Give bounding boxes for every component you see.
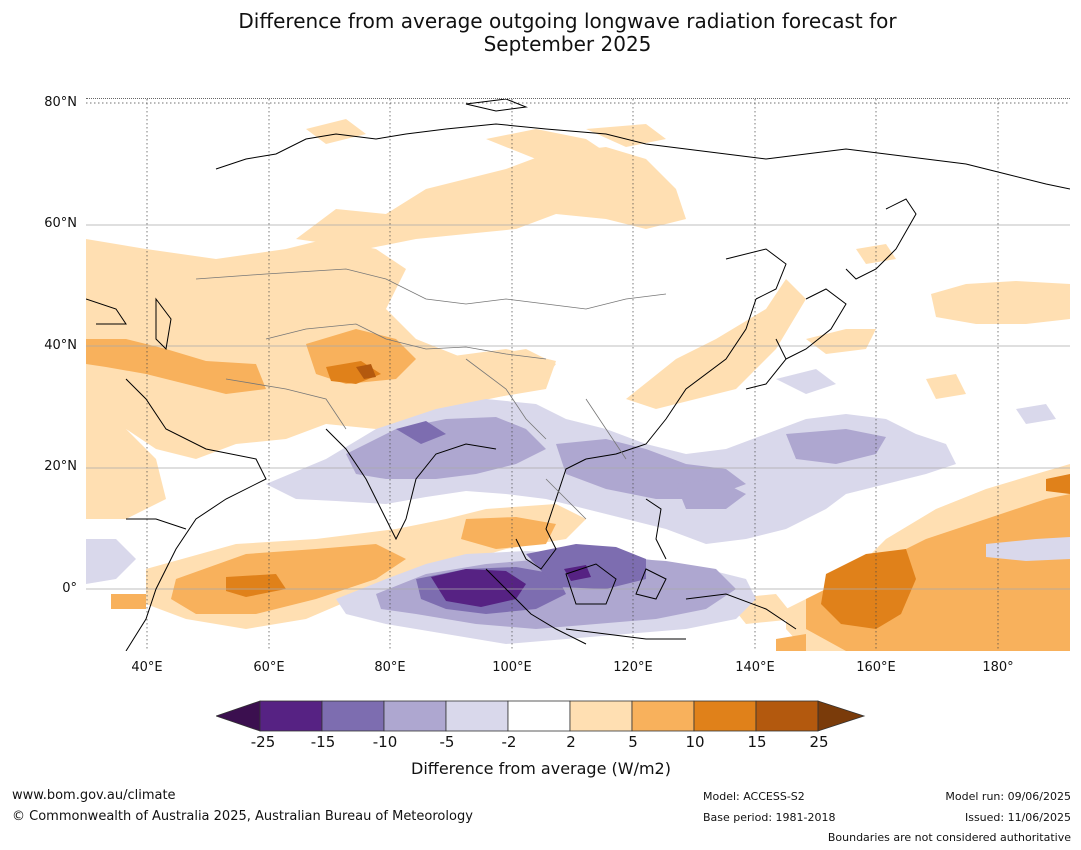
colorbar-swatch-5-10 [631, 700, 695, 732]
colorbar-tick-25: 25 [809, 733, 829, 751]
map-title-line-1: Difference from average outgoing longwav… [238, 9, 897, 33]
latitude-gridlines [86, 224, 1070, 590]
colorbar-swatch-minus25-minus15 [259, 700, 323, 732]
footer-model: Model: ACCESS-S2 [703, 790, 805, 803]
lat-label-0: 0° [62, 581, 77, 596]
lon-label-120e: 120°E [613, 660, 653, 675]
lon-label-60e: 60°E [253, 660, 285, 675]
colorbar-swatch-gt-25 [817, 700, 866, 732]
country-borders [195, 268, 667, 520]
colorbar-tick-minus10: -10 [372, 733, 398, 751]
colorbar-tick-2: 2 [566, 733, 576, 751]
map-canvas [86, 99, 1070, 651]
footer-website[interactable]: www.bom.gov.au/climate [12, 788, 176, 803]
colorbar-tick-minus2: -2 [501, 733, 517, 751]
colorbar-swatch-minus15-minus10 [321, 700, 385, 732]
anomaly-fill-minus25-to-minus15 [431, 565, 591, 607]
colorbar-tick-10: 10 [685, 733, 705, 751]
lat-label-40n: 40°N [44, 338, 77, 353]
olr-anomaly-map [86, 98, 1070, 651]
colorbar-tick-minus25: -25 [250, 733, 276, 751]
lat-label-20n: 20°N [44, 459, 77, 474]
colorbar-swatch-2-5 [569, 700, 633, 732]
colorbar-swatch-minus2-2 [507, 700, 571, 732]
gridlines [86, 99, 1070, 651]
footer-disclaimer: Boundaries are not considered authoritat… [827, 831, 1071, 844]
anomaly-fill-15-to-25 [356, 364, 376, 379]
colorbar-swatch-minus10-minus5 [383, 700, 447, 732]
colorbar-tick-5: 5 [628, 733, 638, 751]
colorbar-swatch-10-15 [693, 700, 757, 732]
lat-label-60n: 60°N [44, 216, 77, 231]
lon-label-80e: 80°E [374, 660, 406, 675]
coastlines [86, 99, 1070, 651]
colorbar-tick-minus5: -5 [439, 733, 455, 751]
lat-label-80n: 80°N [44, 95, 77, 110]
colorbar [214, 700, 866, 736]
map-title-line-2: September 2025 [483, 32, 652, 56]
lon-label-140e: 140°E [735, 660, 775, 675]
colorbar-swatches [214, 700, 866, 732]
lon-label-180: 180° [982, 660, 1014, 675]
footer-issued: Issued: 11/06/2025 [964, 811, 1071, 824]
footer-copyright: © Commonwealth of Australia 2025, Austra… [12, 809, 473, 824]
lon-label-40e: 40°E [131, 660, 163, 675]
footer-model-run: Model run: 09/06/2025 [945, 790, 1071, 803]
colorbar-label: Difference from average (W/m2) [411, 759, 671, 778]
colorbar-swatch-minus5-minus2 [445, 700, 509, 732]
lon-label-100e: 100°E [492, 660, 532, 675]
footer-base-period: Base period: 1981-2018 [703, 811, 836, 824]
map-title: Difference from average outgoing longwav… [0, 10, 1081, 56]
colorbar-swatch-15-25 [755, 700, 819, 732]
lon-label-160e: 160°E [856, 660, 896, 675]
colorbar-tick-15: 15 [747, 733, 767, 751]
colorbar-swatch-lt-minus25 [214, 700, 261, 732]
colorbar-tick-minus15: -15 [310, 733, 336, 751]
